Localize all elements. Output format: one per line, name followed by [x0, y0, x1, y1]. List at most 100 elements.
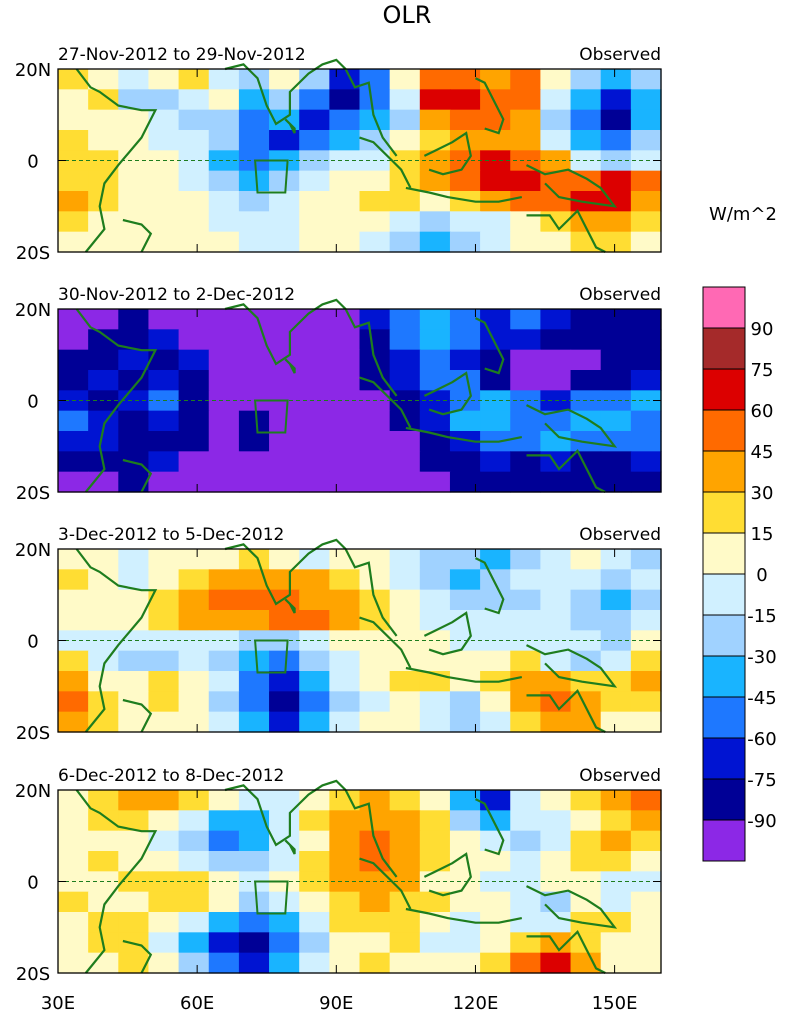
coastlines [75, 58, 618, 253]
heatmap-cell [269, 130, 300, 151]
heatmap-cell [208, 932, 240, 954]
heatmap-cell [449, 952, 481, 974]
map-panel: 20N 0 20S 30-Nov-2012 to 2-Dec-2012 Observed [15, 285, 662, 504]
heatmap-cell [510, 932, 541, 954]
heatmap-cell [510, 69, 541, 90]
heatmap-cell [88, 130, 119, 151]
heatmap-cell [208, 952, 240, 974]
coastline [475, 798, 505, 856]
heatmap-cell [630, 410, 662, 432]
heatmap-cell [208, 130, 240, 151]
coastline [405, 426, 523, 443]
units-label: W/m^2 [709, 204, 777, 225]
heatmap-cell [148, 952, 180, 974]
heatmap-cell [359, 549, 391, 570]
heatmap-cell [178, 671, 210, 692]
heatmap-cell [540, 89, 572, 111]
heatmap-cell [480, 891, 511, 913]
heatmap-cell [480, 589, 511, 611]
colorbar-label: -15 [747, 606, 776, 627]
heatmap-cell [540, 569, 572, 591]
colorbar-label: 60 [751, 401, 774, 422]
heatmap-cell [58, 589, 89, 611]
heatmap-cell [208, 370, 240, 391]
heatmap-cell [178, 830, 210, 852]
heatmap-cell [570, 650, 602, 672]
heatmap-cell [148, 711, 180, 733]
heatmap-cell [118, 191, 150, 212]
heatmap-cell [178, 569, 210, 591]
coastline [284, 598, 296, 614]
heatmap-cell [449, 932, 481, 954]
heatmap-cell [208, 471, 240, 493]
heatmap-cell [299, 810, 330, 832]
heatmap-cell [630, 170, 662, 192]
heatmap-cell [449, 891, 481, 913]
heatmap-cell [449, 549, 481, 570]
heatmap-cell [540, 549, 572, 570]
heatmap-cell [419, 891, 451, 913]
panel-period: 27-Nov-2012 to 29-Nov-2012 [58, 45, 306, 65]
heatmap-cell [329, 932, 361, 954]
heatmap-cell [540, 211, 572, 233]
heatmap-cell [419, 69, 451, 90]
panel-period: 6-Dec-2012 to 8-Dec-2012 [58, 766, 284, 786]
heatmap-cell [269, 89, 300, 111]
coastline [526, 929, 606, 974]
heatmap-cell [630, 211, 662, 233]
heatmap-cell [118, 711, 150, 733]
heatmap-cell [570, 309, 602, 330]
heatmap-cell [540, 830, 572, 852]
heatmap-cell [299, 109, 330, 131]
heatmap-cell [238, 109, 270, 131]
heatmap-cell [600, 69, 632, 90]
heatmap-cell [118, 349, 150, 371]
heatmap-cell [389, 69, 421, 90]
heatmap-cell [480, 810, 511, 832]
coastline [526, 448, 606, 493]
heatmap-cell [118, 589, 150, 611]
heatmap-cell [269, 431, 300, 452]
heatmap-cell [88, 69, 119, 90]
heatmap-cell [178, 431, 210, 452]
heatmap-cell [208, 871, 240, 893]
heatmap-cell [510, 451, 541, 473]
heatmap-cell [238, 69, 270, 90]
heatmap-cell [208, 851, 240, 872]
heatmap-cell [389, 891, 421, 913]
heatmap-cell [238, 451, 270, 473]
heatmap-cell [630, 370, 662, 391]
heatmap-cell [630, 932, 662, 954]
heatmap-cell [269, 309, 300, 330]
heatmap-cell [540, 231, 572, 253]
heatmap-cell [419, 471, 451, 493]
heatmap-cell [419, 130, 451, 151]
heatmap-cell [389, 610, 421, 631]
heatmap-cell [148, 170, 180, 192]
heatmap-cell [148, 69, 180, 90]
y-tick-label: 20S [16, 964, 50, 985]
heatmap-cell [570, 589, 602, 611]
heatmap-cell [58, 830, 89, 852]
heatmap-cell [630, 471, 662, 493]
heatmap-cell [208, 211, 240, 233]
heatmap-cell [419, 329, 451, 351]
heatmap-cell [480, 932, 511, 954]
heatmap-cell [299, 932, 330, 954]
y-tick-label: 20N [15, 540, 51, 561]
heatmap-cell [118, 370, 150, 391]
heatmap-cell [118, 231, 150, 253]
heatmap-cell [570, 810, 602, 832]
heatmap-cell [510, 150, 541, 172]
heatmap-cell [329, 830, 361, 852]
x-tick-label: 120E [453, 993, 499, 1013]
heatmap-cell [148, 349, 180, 371]
heatmap-cell [208, 589, 240, 611]
colorbar-label: 15 [751, 524, 774, 545]
heatmap-cell [329, 390, 361, 412]
heatmap-cell [600, 410, 632, 432]
heatmap-cell [299, 231, 330, 253]
coastline [359, 857, 412, 910]
heatmap-cell [238, 471, 270, 493]
